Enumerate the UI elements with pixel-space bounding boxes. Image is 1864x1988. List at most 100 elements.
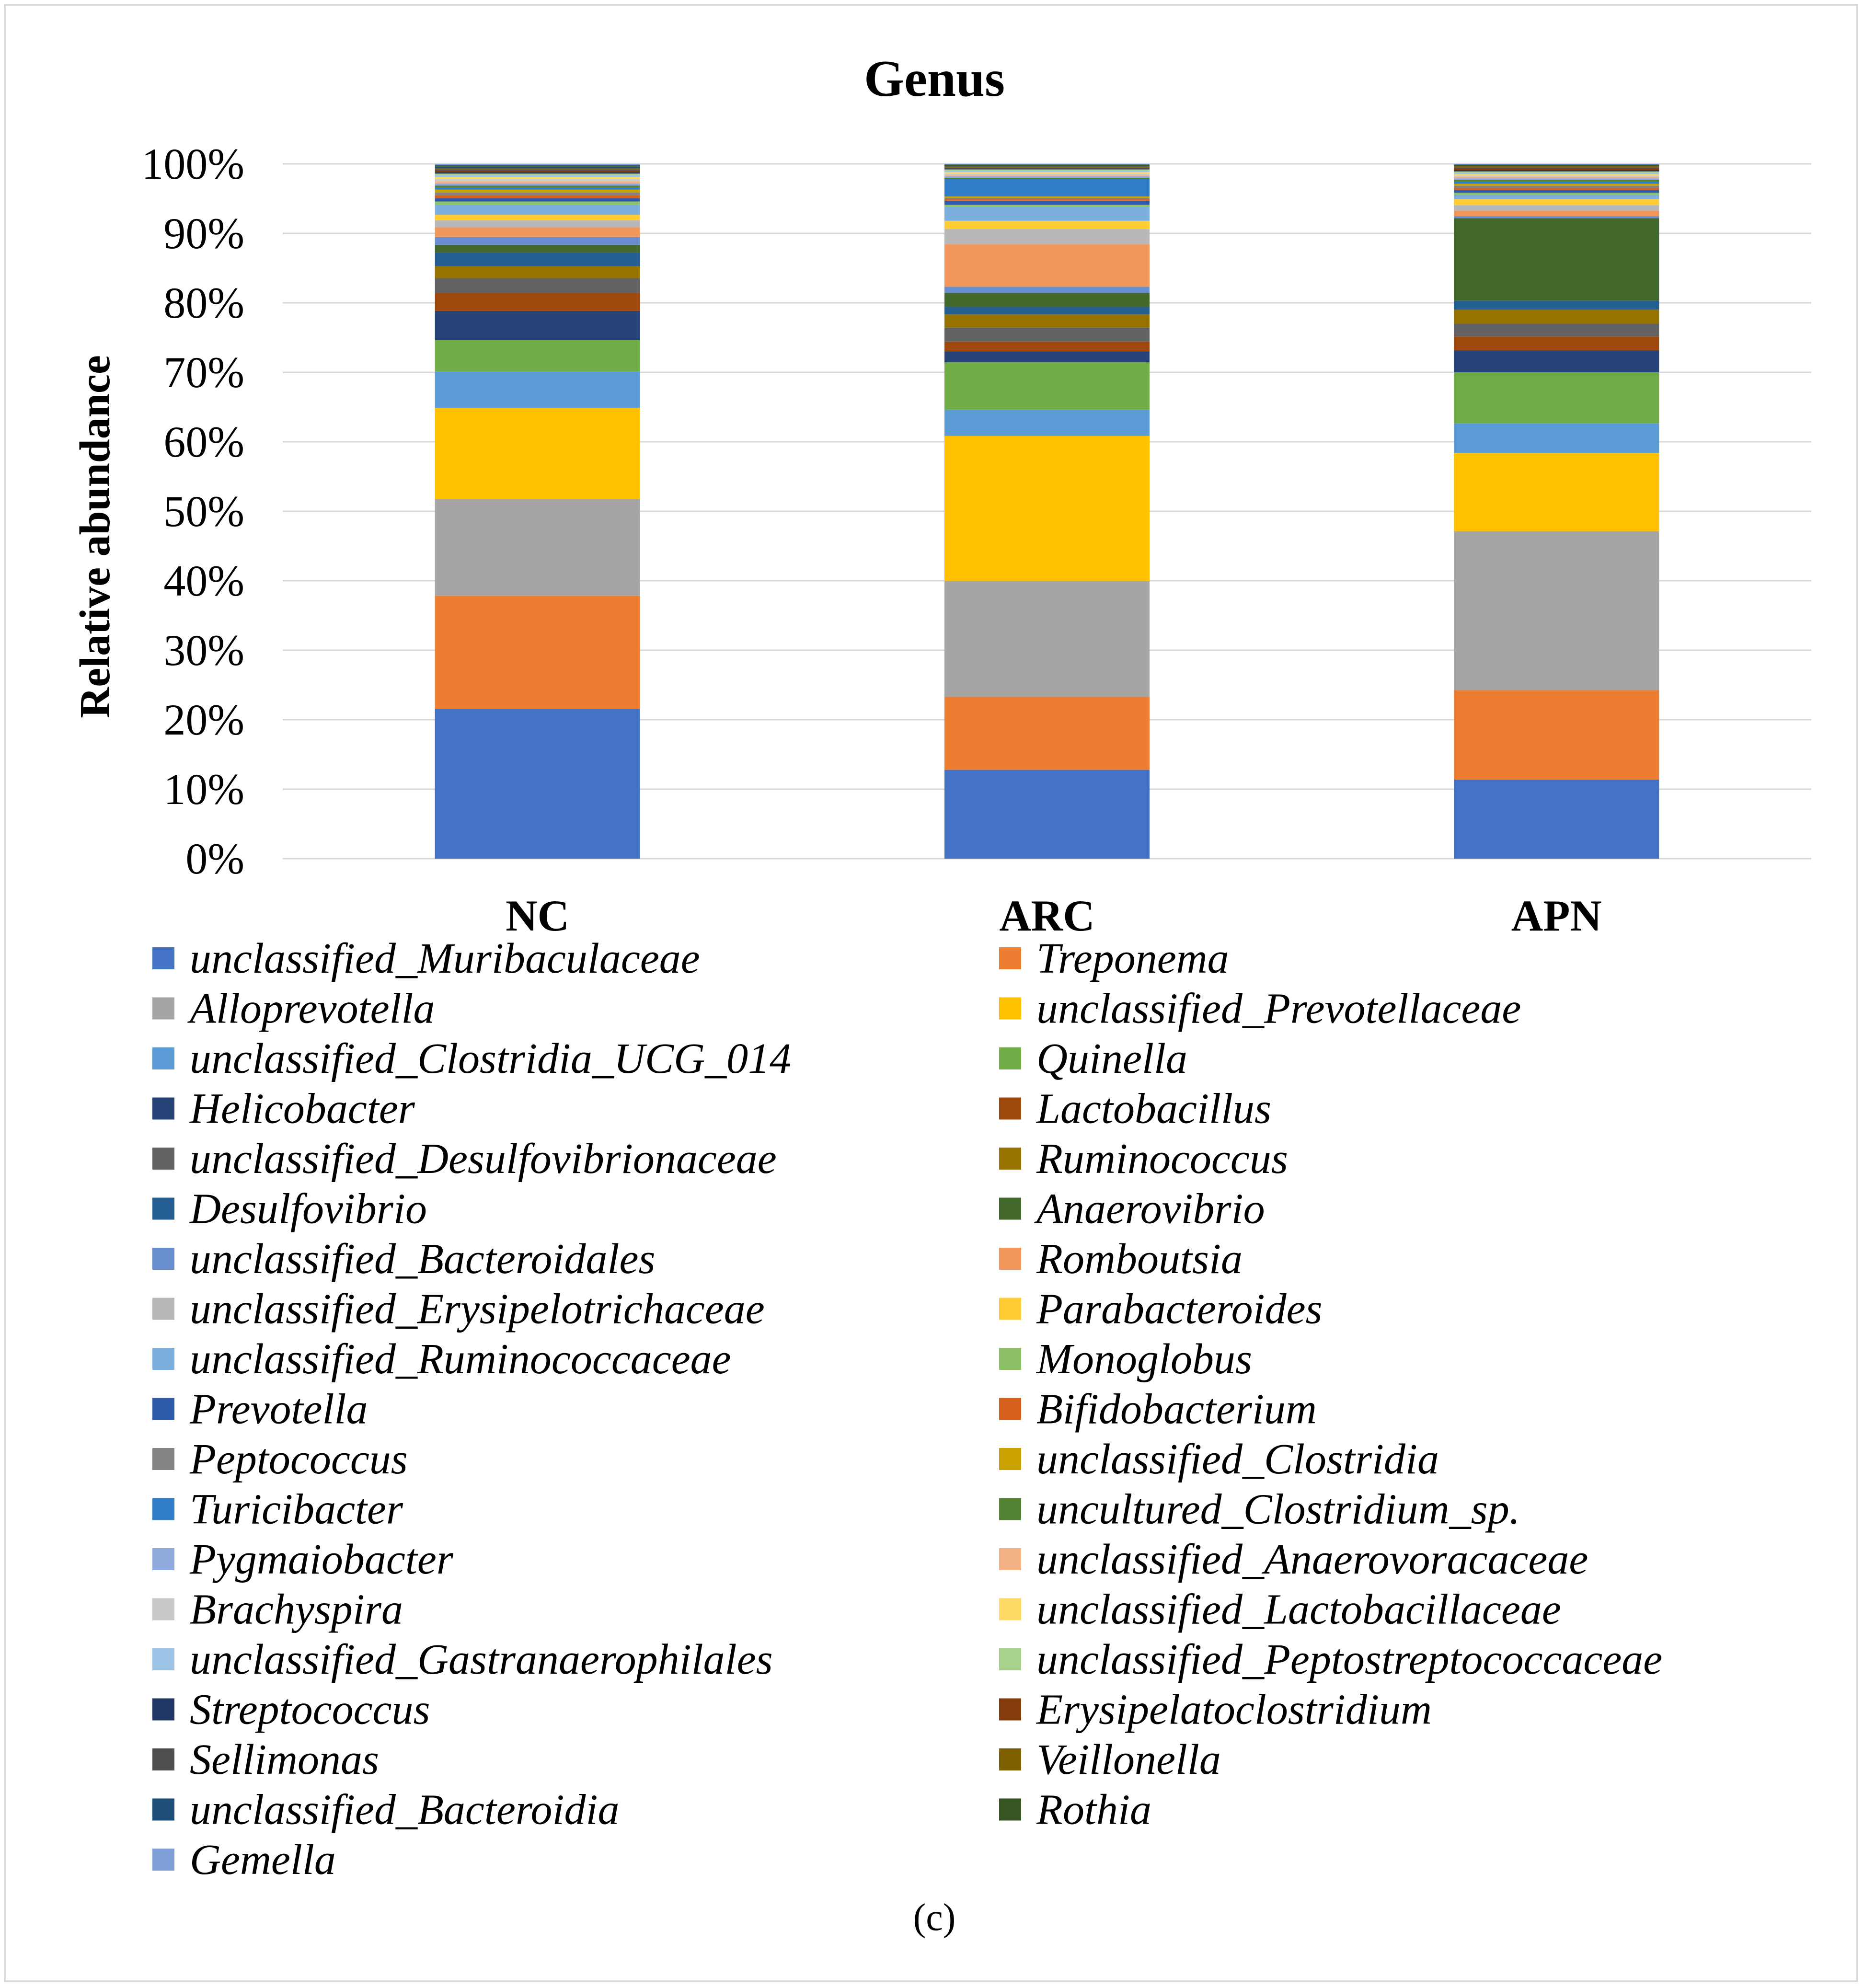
legend-swatch — [152, 1348, 174, 1370]
bar-segment — [944, 171, 1150, 172]
legend-item: Bifidobacterium — [999, 1386, 1317, 1433]
bar-segment — [435, 172, 640, 174]
legend-label: Ruminococcus — [1036, 1135, 1288, 1183]
bar-segment — [944, 197, 1150, 199]
legend-label: Erysipelatoclostridium — [1036, 1686, 1432, 1734]
y-tick-label: 20% — [163, 695, 244, 744]
legend-label: Veillonella — [1036, 1736, 1221, 1783]
bar-segment — [1454, 184, 1659, 186]
bar-segment — [1454, 174, 1659, 176]
bar-segment — [1454, 531, 1659, 690]
legend: unclassified_Muribaculaceae Treponema Allo… — [152, 935, 1662, 1884]
bar-segment — [435, 201, 640, 205]
legend-item: Monoglobus — [999, 1335, 1252, 1383]
legend-item: Treponema — [999, 935, 1229, 982]
legend-swatch — [152, 1398, 174, 1420]
bar-segment — [944, 196, 1150, 198]
legend-label: Alloprevotella — [187, 985, 435, 1033]
bar-segment — [1454, 310, 1659, 324]
bar-segment — [944, 287, 1150, 293]
legend-item: Parabacteroides — [999, 1286, 1323, 1333]
bar-segment — [435, 198, 640, 202]
legend-label: unclassified_Prevotellaceae — [1036, 985, 1521, 1033]
bar-segment — [944, 229, 1150, 245]
bar-segment — [944, 220, 1150, 230]
bar-segment — [1454, 216, 1659, 218]
bar-segment — [1454, 182, 1659, 184]
y-axis-label: Relative abundance — [71, 355, 119, 718]
bar-segment — [1454, 166, 1659, 168]
legend-label: unclassified_Gastranaerophilales — [190, 1636, 773, 1683]
x-axis-categories: NC ARC APN — [506, 891, 1602, 940]
bar-segment — [944, 307, 1150, 315]
bar-segment — [435, 187, 640, 190]
figure-frame — [4, 4, 1858, 1982]
legend-item: unclassified_Lactobacillaceae — [999, 1586, 1561, 1633]
bar-segment — [435, 168, 640, 170]
y-tick-label: 70% — [163, 348, 244, 397]
legend-label: unclassified_Anaerovoracaceae — [1036, 1536, 1588, 1583]
legend-label: Streptococcus — [190, 1686, 430, 1734]
legend-label: Brachyspira — [190, 1586, 403, 1633]
bar-segment — [944, 436, 1150, 581]
bar-segment — [435, 293, 640, 311]
bar-segment — [944, 168, 1150, 169]
legend-swatch — [152, 1047, 174, 1069]
legend-label: Gemella — [190, 1836, 336, 1884]
bar-segment — [944, 200, 1150, 205]
bar-segment — [435, 166, 640, 168]
legend-item: Anaerovibrio — [999, 1185, 1265, 1233]
legend-swatch — [152, 1248, 174, 1270]
legend-label: unclassified_Bacteroidales — [190, 1235, 656, 1283]
legend-label: Desulfovibrio — [189, 1185, 427, 1233]
bar-segment — [944, 409, 1150, 436]
bar-segment — [435, 171, 640, 172]
bar-segment — [1454, 195, 1659, 199]
legend-label: Anaerovibrio — [1034, 1185, 1265, 1233]
bar-segment — [1454, 452, 1659, 531]
legend-swatch — [152, 1698, 174, 1721]
bar-segment — [944, 207, 1150, 221]
bar-stack-nc — [435, 164, 640, 859]
legend-swatch — [999, 1648, 1021, 1670]
legend-label: Monoglobus — [1036, 1335, 1252, 1383]
legend-item: unclassified_Clostridia — [999, 1436, 1439, 1483]
legend-label: Pygmaiobacter — [189, 1536, 454, 1583]
bar-segment — [944, 314, 1150, 328]
legend-item: Rothia — [999, 1786, 1151, 1834]
legend-label: unclassified_Bacteroidia — [190, 1786, 620, 1834]
bar-segment — [1454, 164, 1659, 165]
bar-segment — [435, 252, 640, 266]
legend-swatch — [999, 1498, 1021, 1520]
legend-item: unclassified_Clostridia_UCG_014 — [152, 1035, 791, 1082]
legend-item: Gemella — [152, 1836, 336, 1884]
legend-label: Helicobacter — [189, 1085, 415, 1133]
legend-swatch — [999, 997, 1021, 1020]
legend-item: Ruminococcus — [999, 1135, 1288, 1183]
legend-swatch — [999, 1248, 1021, 1270]
bar-segment — [1454, 177, 1659, 179]
legend-swatch — [999, 1448, 1021, 1470]
legend-label: uncultured_Clostridium_sp. — [1036, 1486, 1520, 1533]
bar-segment — [435, 179, 640, 182]
legend-swatch — [999, 947, 1021, 969]
legend-label: Sellimonas — [190, 1736, 379, 1783]
legend-swatch — [152, 1748, 174, 1770]
bar-segment — [944, 167, 1150, 168]
legend-swatch — [999, 1197, 1021, 1220]
legend-label: unclassified_Lactobacillaceae — [1036, 1586, 1561, 1633]
bar-segment — [435, 175, 640, 177]
legend-swatch — [999, 1348, 1021, 1370]
legend-label: unclassified_Erysipelotrichaceae — [190, 1286, 765, 1333]
bar-segment — [1454, 180, 1659, 182]
legend-item: Romboutsia — [999, 1235, 1243, 1283]
bar-segment — [1454, 175, 1659, 177]
legend-label: Rothia — [1036, 1786, 1151, 1834]
bar-segment — [1454, 171, 1659, 173]
legend-swatch — [152, 1148, 174, 1170]
bar-segment — [944, 176, 1150, 178]
legend-item: unclassified_Erysipelotrichaceae — [152, 1286, 765, 1333]
bar-segment — [1454, 779, 1659, 859]
legend-swatch — [152, 947, 174, 969]
bar-segment — [944, 164, 1150, 166]
